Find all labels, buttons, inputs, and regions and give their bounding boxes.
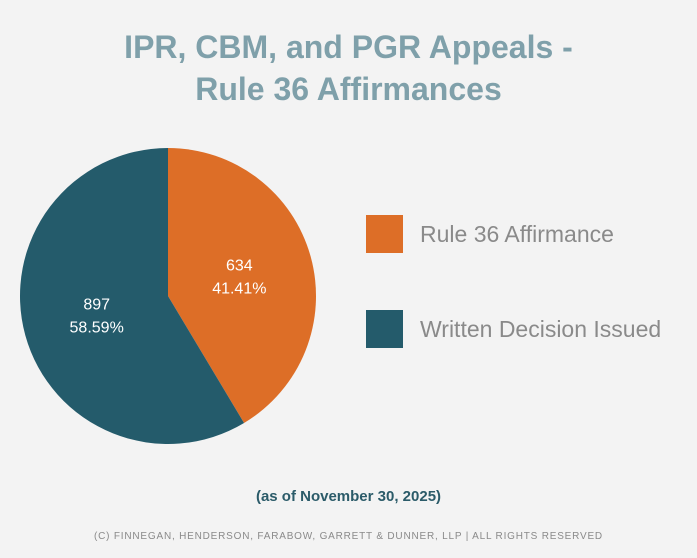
as-of-date: (as of November 30, 2025) [255,488,442,505]
slice-value-label: 634 [226,257,253,274]
chart-title-line-1: IPR, CBM, and PGR Appeals - [124,29,573,65]
copyright-footer: (C) FINNEGAN, HENDERSON, FARABOW, GARRET… [94,531,603,542]
legend-swatch [366,215,403,253]
slice-percent-label: 41.41% [212,280,266,297]
slice-value-label: 897 [83,297,110,314]
slice-percent-label: 58.59% [70,320,124,337]
pie-slice [168,148,317,423]
pie-slice [20,148,245,444]
legend-swatch [366,310,403,348]
legend-label: Rule 36 Affirmance [420,220,614,247]
legend-item-rule-36: Rule 36 Affirmance [366,215,614,253]
chart-title-line-2: Rule 36 Affirmances [195,71,502,107]
legend-item-written-decision: Written Decision Issued [366,310,661,348]
legend-label: Written Decision Issued [420,315,662,342]
